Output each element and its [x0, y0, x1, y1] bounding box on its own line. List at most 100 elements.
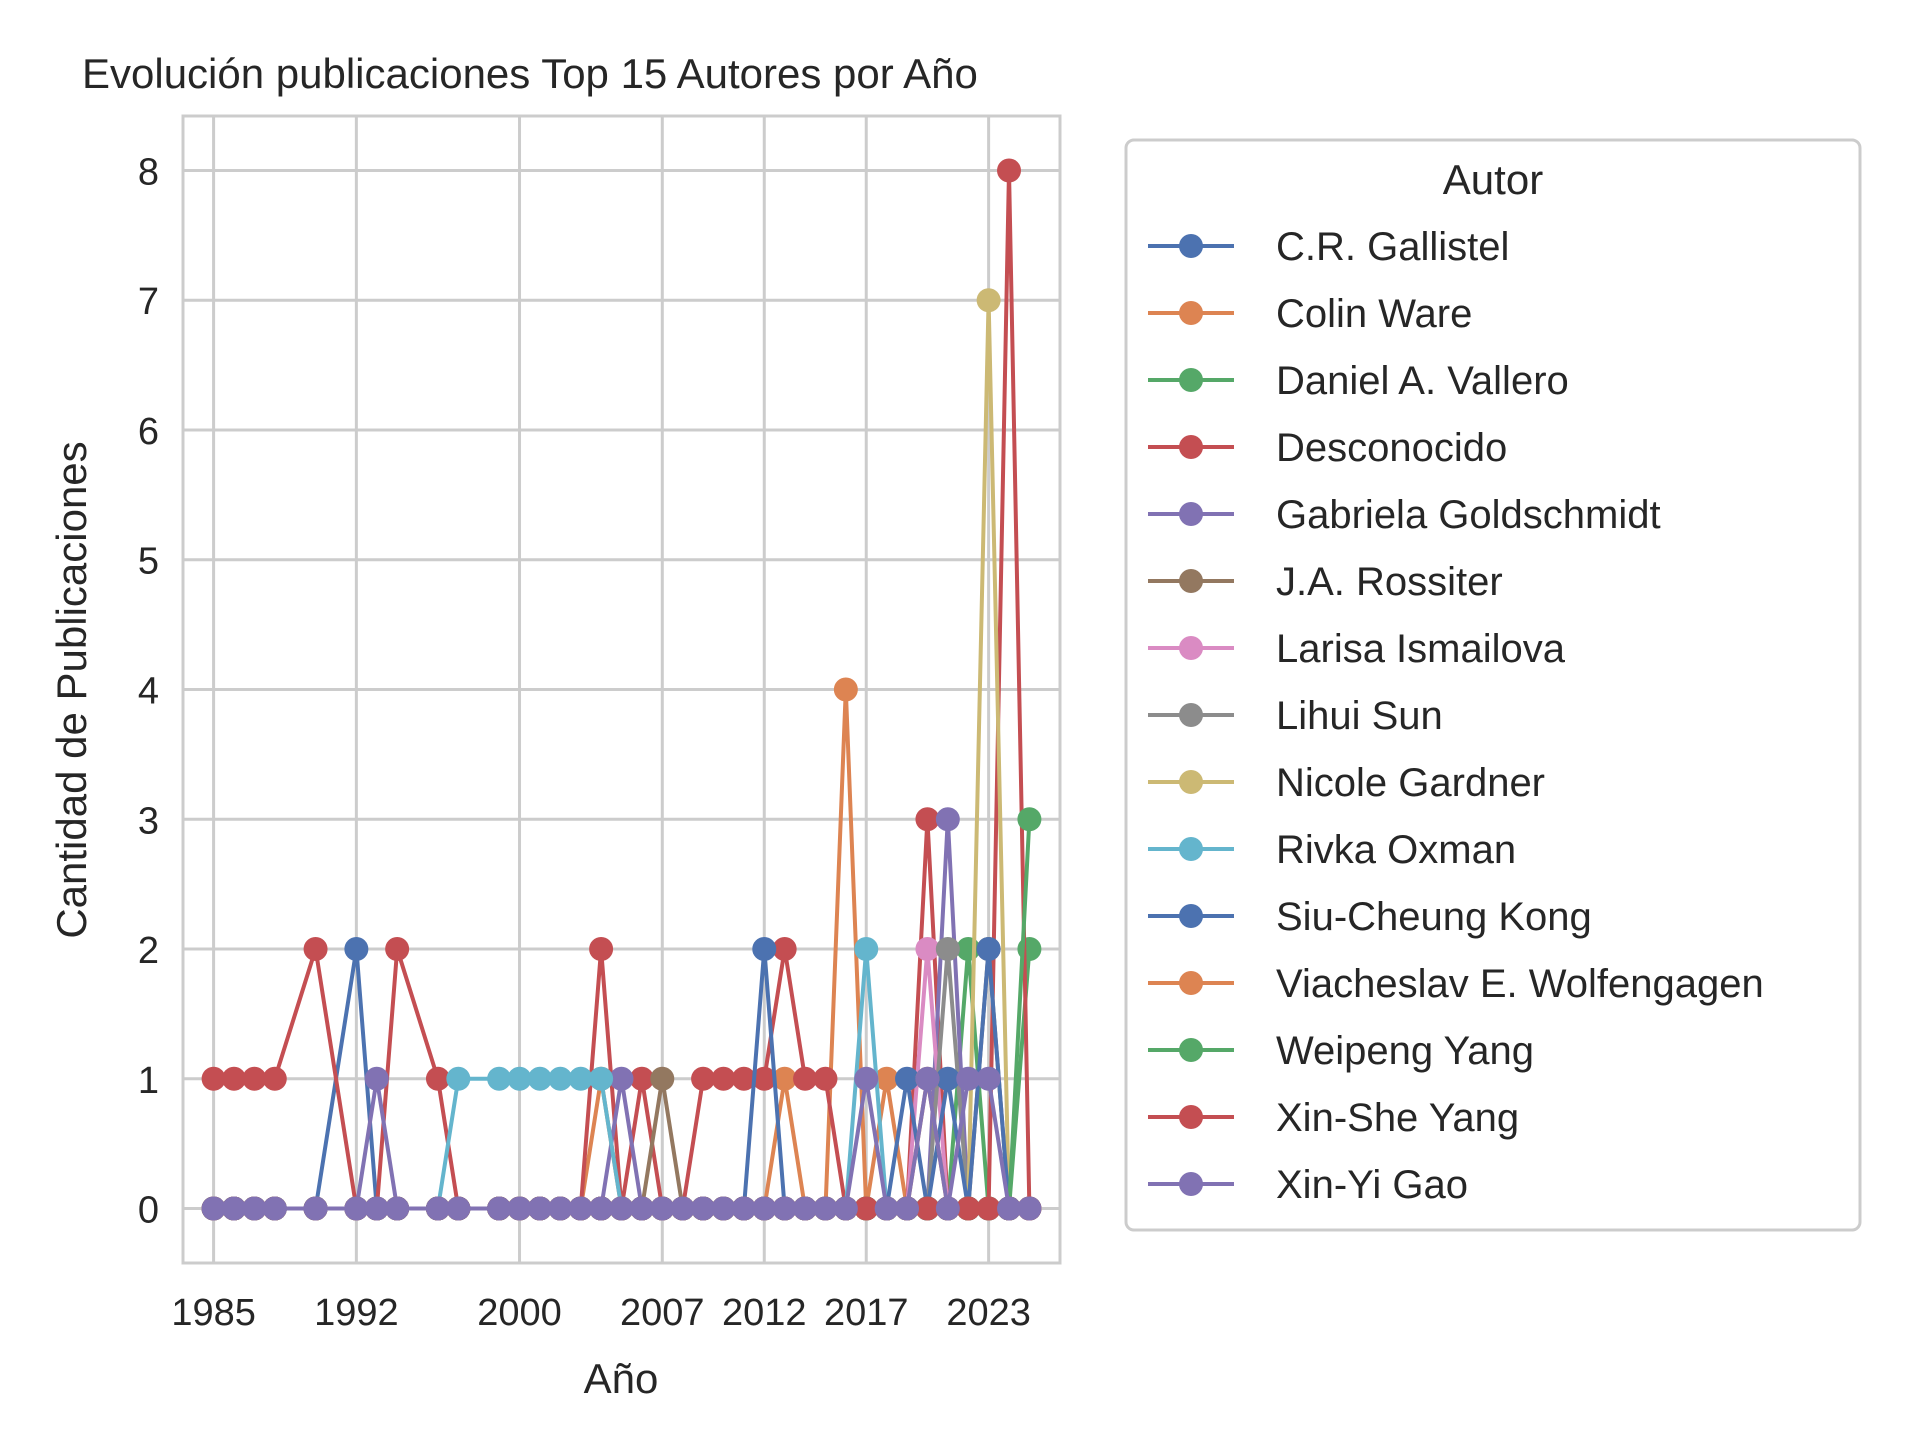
data-point	[242, 1066, 267, 1091]
data-point	[935, 807, 960, 832]
data-point	[935, 1196, 960, 1221]
x-tick-label: 2017	[824, 1292, 909, 1334]
data-point	[813, 1066, 838, 1091]
data-point	[976, 288, 1001, 313]
plot-frame	[181, 114, 1062, 1265]
legend-marker	[1179, 569, 1203, 593]
data-point	[793, 1196, 818, 1221]
data-point	[691, 1066, 716, 1091]
y-tick-label: 1	[138, 1060, 159, 1102]
data-point	[997, 1196, 1022, 1221]
x-tick-label: 2023	[946, 1292, 1031, 1334]
data-point	[385, 937, 410, 962]
data-point	[303, 937, 328, 962]
data-point	[895, 1196, 920, 1221]
data-point	[344, 1196, 369, 1221]
legend-label: Xin-Yi Gao	[1276, 1163, 1468, 1207]
data-point	[364, 1196, 389, 1221]
legend-marker	[1179, 1038, 1203, 1062]
data-point	[956, 1066, 981, 1091]
x-tick-label: 2000	[477, 1292, 562, 1334]
data-point	[833, 677, 858, 702]
legend-title: Autor	[1443, 156, 1543, 203]
data-point	[752, 1196, 777, 1221]
legend-label: Gabriela Goldschmidt	[1276, 493, 1661, 537]
series-lines	[201, 158, 1042, 1221]
data-point	[772, 1196, 797, 1221]
legend-marker	[1179, 435, 1203, 459]
legend-label: C.R. Gallistel	[1276, 225, 1509, 269]
data-point	[527, 1066, 552, 1091]
legend-label: J.A. Rossiter	[1276, 560, 1503, 604]
data-point	[650, 1196, 675, 1221]
data-point	[629, 1066, 654, 1091]
data-point	[935, 1066, 960, 1091]
legend-item: Gabriela Goldschmidt	[1148, 493, 1661, 537]
x-tick-label: 1985	[171, 1292, 256, 1334]
data-point	[854, 937, 879, 962]
data-point	[976, 1066, 1001, 1091]
y-tick-label: 3	[138, 800, 159, 842]
legend-items: C.R. Gallistel Colin Ware Daniel A. Valler…	[1148, 225, 1764, 1207]
data-point	[446, 1066, 471, 1091]
data-point	[527, 1196, 552, 1221]
legend-item: Nicole Gardner	[1148, 761, 1545, 805]
data-point	[752, 1066, 777, 1091]
data-point	[731, 1196, 756, 1221]
legend-label: Xin-She Yang	[1276, 1096, 1519, 1140]
legend-label: Lihui Sun	[1276, 694, 1443, 738]
data-point	[262, 1196, 287, 1221]
data-point	[303, 1196, 328, 1221]
data-point	[772, 937, 797, 962]
data-point	[915, 1066, 940, 1091]
legend: Autor C.R. Gallistel Colin Ware Daniel A. …	[1124, 138, 1862, 1232]
series-xin-yi-gao	[201, 1066, 1042, 1221]
data-point	[670, 1196, 695, 1221]
data-point	[609, 1066, 634, 1091]
legend-marker	[1179, 234, 1203, 258]
legend-item: Viacheslav E. Wolfengagen	[1148, 962, 1764, 1006]
data-point	[425, 1196, 450, 1221]
legend-item: Daniel A. Vallero	[1148, 359, 1569, 403]
data-point	[364, 1066, 389, 1091]
y-axis-label: Cantidad de Publicaciones	[48, 441, 95, 938]
data-point	[731, 1066, 756, 1091]
legend-label: Nicole Gardner	[1276, 761, 1545, 805]
y-tick-label: 2	[138, 930, 159, 972]
x-axis-label: Año	[584, 1355, 659, 1402]
y-tick-label: 6	[138, 411, 159, 453]
legend-item: Desconocido	[1148, 426, 1507, 470]
data-point	[568, 1196, 593, 1221]
data-point	[568, 1066, 593, 1091]
x-tick-label: 1992	[314, 1292, 399, 1334]
data-point	[752, 937, 777, 962]
data-point	[487, 1066, 512, 1091]
data-point	[772, 1066, 797, 1091]
data-point	[793, 1066, 818, 1091]
data-point	[711, 1066, 736, 1091]
legend-label: Rivka Oxman	[1276, 828, 1516, 872]
data-point	[344, 937, 369, 962]
data-point	[833, 1196, 858, 1221]
legend-label: Desconocido	[1276, 426, 1507, 470]
y-tick-label: 7	[138, 281, 159, 323]
data-point	[507, 1196, 532, 1221]
axis-ticks: 0 1 2 3 4 5 6 7 8 1985 1992 2000 2007 2012 2017 2023	[138, 151, 1031, 1334]
data-point	[201, 1196, 226, 1221]
data-point	[629, 1196, 654, 1221]
data-point	[589, 937, 614, 962]
legend-item: Siu-Cheung Kong	[1148, 895, 1592, 939]
legend-item: Xin-She Yang	[1148, 1096, 1519, 1140]
legend-item: C.R. Gallistel	[1148, 225, 1509, 269]
data-point	[589, 1066, 614, 1091]
data-point	[201, 1066, 226, 1091]
data-point	[813, 1196, 838, 1221]
legend-item: Xin-Yi Gao	[1148, 1163, 1468, 1207]
legend-label: Larisa Ismailova	[1276, 627, 1566, 671]
x-tick-label: 2012	[722, 1292, 807, 1334]
data-point	[385, 1196, 410, 1221]
legend-item: Weipeng Yang	[1148, 1029, 1534, 1073]
data-point	[1017, 1196, 1042, 1221]
